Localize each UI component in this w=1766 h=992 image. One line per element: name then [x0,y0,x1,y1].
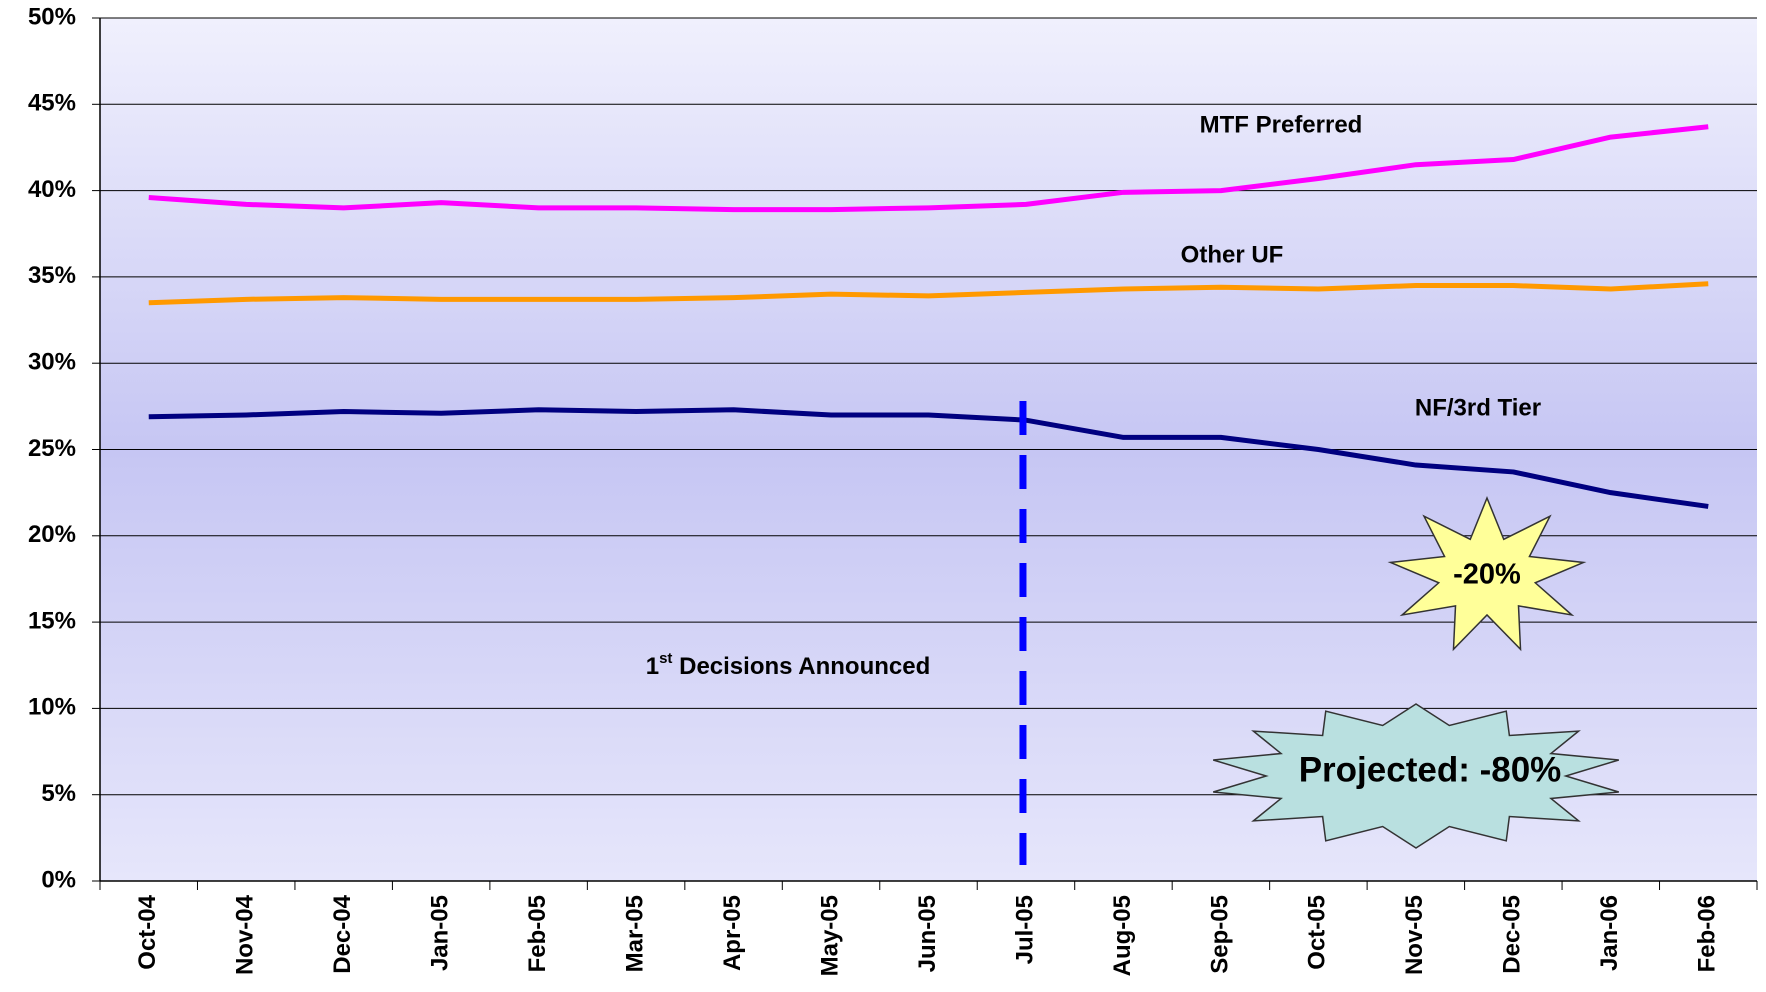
y-tick-label: 35% [28,262,76,289]
series-line [148,124,1709,213]
x-tick-label: Dec-04 [329,894,356,973]
starburst [1387,496,1587,652]
series-line [148,407,1709,509]
series-label: MTF Preferred [1200,111,1363,138]
burst [1212,703,1620,849]
callout-label: -20% [1453,559,1521,591]
event-label-sup: st [659,650,672,667]
y-tick-label: 45% [28,90,76,117]
y-tick-label: 5% [41,780,76,807]
x-tick-label: Sep-05 [1206,895,1233,974]
series-line [148,281,1709,306]
event-label-main: 1 [646,653,659,680]
event-label-rest: Decisions Announced [672,653,930,680]
y-tick-label: 20% [28,521,76,548]
y-tick-label: 40% [28,176,76,203]
x-tick-label: Jul-05 [1011,895,1038,964]
y-tick-label: 25% [28,435,76,462]
x-tick-label: Mar-05 [621,895,648,972]
x-tick-label: Jun-05 [914,895,941,972]
x-tick-label: Dec-05 [1499,895,1526,974]
x-tick-label: Jan-05 [426,895,453,971]
event-label: 1st Decisions Announced [646,650,931,680]
y-tick-label: 15% [28,607,76,634]
x-tick-label: Jan-06 [1596,895,1623,971]
x-tick-label: Feb-05 [524,895,551,972]
x-tick-label: Feb-06 [1694,895,1721,972]
x-tick-label: Aug-05 [1109,895,1136,976]
x-tick-label: Nov-04 [232,894,259,975]
x-tick-label: Nov-05 [1401,895,1428,975]
series-label: NF/3rd Tier [1415,394,1541,421]
y-tick-label: 30% [28,349,76,376]
y-tick-label: 10% [28,694,76,721]
x-tick-label: Oct-05 [1304,895,1331,970]
x-tick-label: May-05 [816,895,843,976]
y-tick-label: 50% [28,3,76,30]
x-tick-label: Apr-05 [719,895,746,971]
y-tick-label: 0% [41,866,76,893]
series-label: Other UF [1181,241,1284,268]
x-tick-label: Oct-04 [134,894,161,969]
callout-label: Projected: -80% [1299,750,1562,789]
